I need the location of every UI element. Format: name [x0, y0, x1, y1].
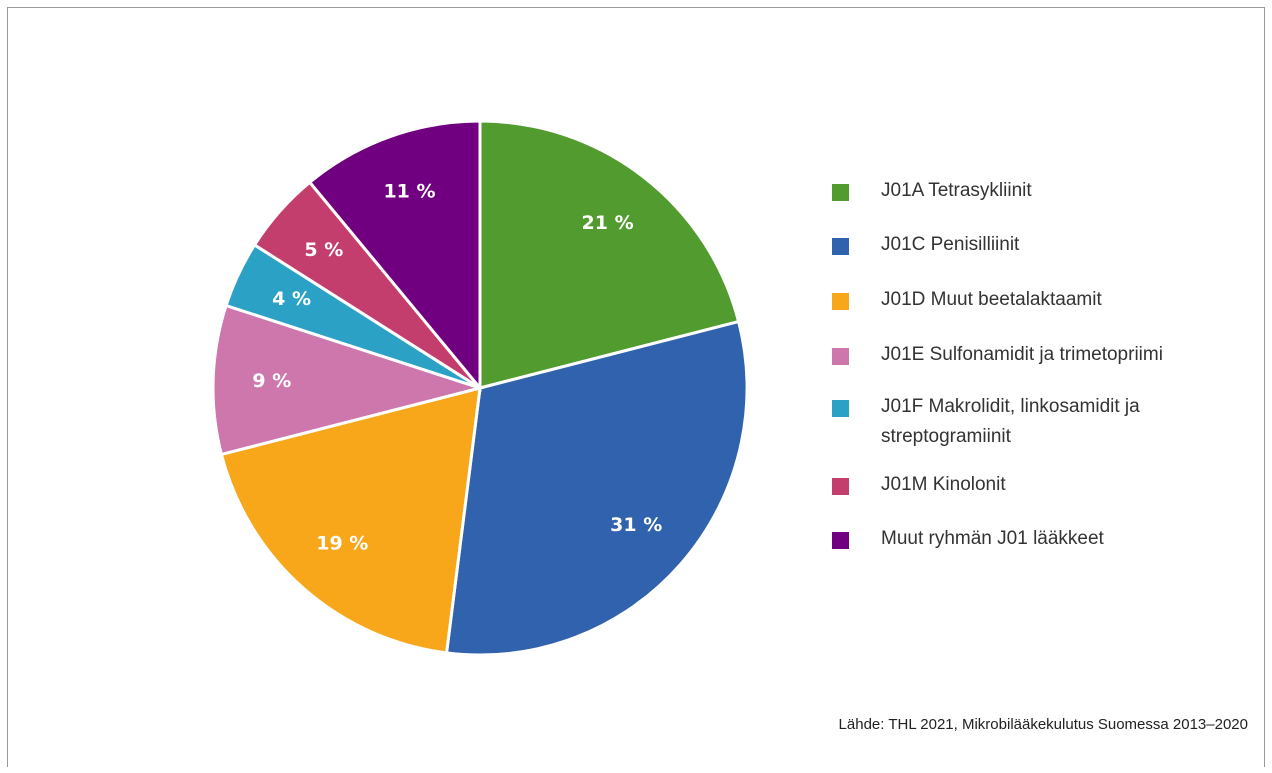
legend-swatch [832, 293, 849, 310]
legend-item-j01d: J01D Muut beetalaktaamit [832, 289, 1221, 315]
legend-item-muut: Muut ryhmän J01 lääkkeet [832, 528, 1221, 554]
legend-label: J01D Muut beetalaktaamit [881, 289, 1102, 310]
chart-frame [7, 7, 1265, 767]
pie-labels: 21 % 31 % 19 % 9 % 4 % 5 % 11 % [252, 181, 662, 555]
legend-swatch [832, 348, 849, 365]
legend-label: J01C Penisilliinit [881, 234, 1020, 255]
slice-value-label: 5 % [304, 239, 343, 261]
legend-label: J01A Tetrasykliinit [881, 180, 1032, 201]
legend-item-j01e: J01E Sulfonamidit ja trimetopriimi [832, 344, 1221, 370]
slice-value-label: 21 % [582, 212, 634, 234]
legend-label: J01F Makrolidit, linkosamidit ja strepto… [881, 396, 1140, 447]
slice-value-label: 11 % [383, 181, 435, 203]
pie-slice-2 [219, 385, 482, 655]
pie-slice-1 [444, 319, 749, 657]
pie-slice-3 [211, 303, 486, 457]
legend-swatch [832, 184, 849, 201]
legend-swatch [832, 478, 849, 495]
legend-label: J01M Kinolonit [881, 474, 1006, 495]
pie-slice-6 [307, 119, 482, 393]
legend-label: Muut ryhmän J01 lääkkeet [881, 528, 1104, 549]
slice-value-label: 19 % [316, 533, 368, 555]
source-note: Lähde: THL 2021, Mikrobilääkekulutus Suo… [838, 716, 1248, 733]
slice-value-label: 4 % [272, 288, 311, 310]
pie-slice-0 [478, 119, 741, 390]
legend-item-j01a: J01A Tetrasykliinit [832, 180, 1221, 206]
legend-swatch [832, 532, 849, 549]
legend-item-j01m: J01M Kinolonit [832, 474, 1221, 500]
legend-item-j01f: J01F Makrolidit, linkosamidit ja strepto… [832, 396, 1221, 452]
legend-label: J01E Sulfonamidit ja trimetopriimi [881, 344, 1163, 365]
legend-swatch [832, 400, 849, 417]
pie-slices [211, 119, 749, 657]
slice-value-label: 9 % [252, 370, 291, 392]
legend-item-j01c: J01C Penisilliinit [832, 234, 1221, 260]
legend-swatch [832, 238, 849, 255]
slice-value-label: 31 % [610, 514, 662, 536]
